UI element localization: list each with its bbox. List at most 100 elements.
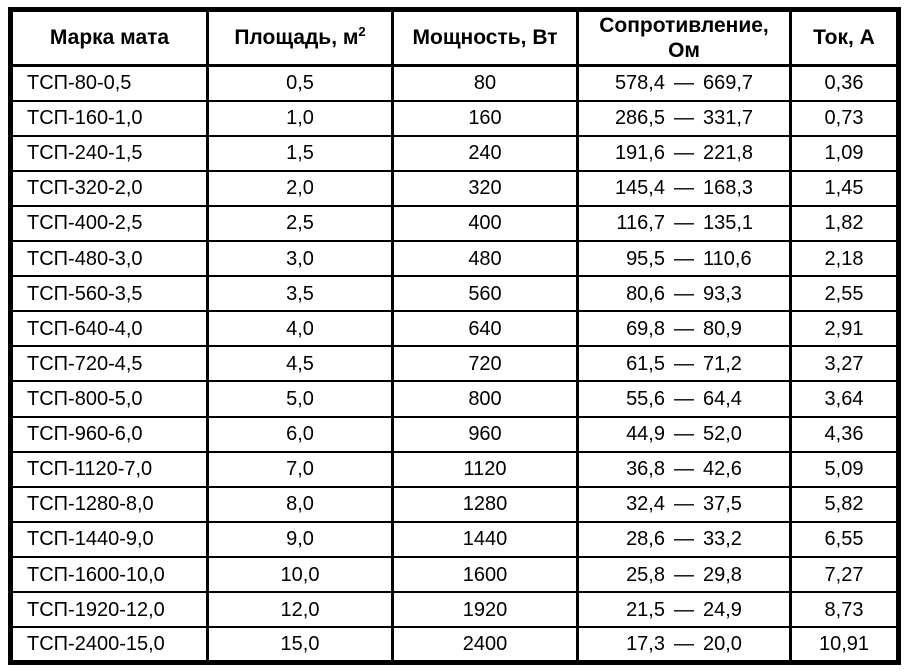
resistance-cell: 21,5 — 24,9 (576, 591, 792, 629)
resistance-max: 168,3 (703, 177, 754, 200)
resistance-cell: 36,8 — 42,6 (576, 450, 792, 488)
range-dash: — (674, 528, 694, 551)
area-cell: 1,0 (206, 99, 394, 137)
power-cell: 400 (391, 204, 579, 243)
area-unit-superscript: 2 (358, 24, 366, 40)
resistance-cell: 116,7 — 135,1 (576, 204, 792, 243)
resistance-min: 145,4 (614, 177, 665, 200)
resistance-min: 28,6 (626, 528, 665, 551)
mark-cell: ТСП-640-4,0 (9, 310, 209, 348)
resistance-range: 25,8 — 29,8 (607, 565, 761, 585)
resistance-max: 93,3 (703, 282, 742, 305)
table-row: ТСП-1920-12,0 12,0 1920 21,5 — 24,9 8,73 (9, 591, 900, 629)
resistance-range: 145,4 — 168,3 (607, 178, 761, 198)
range-dash: — (674, 72, 694, 95)
resistance-range: 32,4 — 37,5 (607, 494, 761, 514)
resistance-min: 286,5 (614, 107, 665, 130)
resistance-max: 20,0 (703, 633, 742, 656)
table-row: ТСП-480-3,0 3,0 480 95,5 — 110,6 2,18 (9, 240, 900, 278)
resistance-max: 221,8 (703, 142, 754, 165)
power-cell: 240 (391, 134, 579, 172)
resistance-min: 25,8 (626, 563, 665, 586)
mark-cell: ТСП-240-1,5 (9, 134, 209, 172)
area-cell: 5,0 (206, 380, 394, 418)
current-cell: 2,18 (789, 240, 900, 278)
header-current: Ток, А (789, 8, 900, 67)
range-dash: — (674, 212, 694, 235)
resistance-max: 33,2 (703, 528, 742, 551)
current-cell: 7,27 (789, 556, 900, 594)
table-row: ТСП-640-4,0 4,0 640 69,8 — 80,9 2,91 (9, 310, 900, 348)
resistance-max: 24,9 (703, 598, 742, 621)
power-cell: 160 (391, 99, 579, 137)
resistance-cell: 80,6 — 93,3 (576, 275, 792, 313)
resistance-max: 52,0 (703, 423, 742, 446)
mark-cell: ТСП-80-0,5 (9, 64, 209, 102)
range-dash: — (674, 458, 694, 481)
header-resistance: Сопротивление, Ом (576, 8, 792, 67)
area-cell: 12,0 (206, 591, 394, 629)
header-row: Марка мата Площадь, м2 Мощность, Вт Сопр… (9, 8, 900, 67)
resistance-max: 64,4 (703, 388, 742, 411)
resistance-range: 95,5 — 110,6 (607, 249, 761, 269)
current-cell: 1,09 (789, 134, 900, 172)
power-cell: 1280 (391, 485, 579, 523)
current-cell: 1,45 (789, 169, 900, 207)
resistance-cell: 17,3 — 20,0 (576, 626, 792, 664)
current-cell: 1,82 (789, 204, 900, 243)
range-dash: — (674, 142, 694, 165)
area-cell: 1,5 (206, 134, 394, 172)
mark-cell: ТСП-960-6,0 (9, 415, 209, 453)
resistance-range: 578,4 — 669,7 (607, 73, 761, 93)
resistance-range: 191,6 — 221,8 (607, 143, 761, 163)
resistance-max: 669,7 (703, 72, 754, 95)
area-cell: 4,0 (206, 310, 394, 348)
area-cell: 6,0 (206, 415, 394, 453)
mark-cell: ТСП-720-4,5 (9, 345, 209, 383)
header-current-label: Ток, А (813, 26, 875, 50)
range-dash: — (674, 493, 694, 516)
resistance-cell: 44,9 — 52,0 (576, 415, 792, 453)
range-dash: — (674, 563, 694, 586)
power-cell: 1440 (391, 520, 579, 559)
table-row: ТСП-560-3,5 3,5 560 80,6 — 93,3 2,55 (9, 275, 900, 313)
resistance-cell: 55,6 — 64,4 (576, 380, 792, 418)
header-power-label: Мощность, Вт (412, 26, 558, 50)
mark-cell: ТСП-560-3,5 (9, 275, 209, 313)
resistance-cell: 286,5 — 331,7 (576, 99, 792, 137)
table-row: ТСП-1280-8,0 8,0 1280 32,4 — 37,5 5,82 (9, 485, 900, 523)
resistance-cell: 25,8 — 29,8 (576, 556, 792, 594)
table-row: ТСП-400-2,5 2,5 400 116,7 — 135,1 1,82 (9, 204, 900, 243)
resistance-max: 110,6 (703, 247, 752, 270)
mark-cell: ТСП-400-2,5 (9, 204, 209, 243)
area-cell: 7,0 (206, 450, 394, 488)
power-cell: 80 (391, 64, 579, 102)
resistance-min: 69,8 (626, 317, 665, 340)
resistance-min: 578,4 (614, 72, 665, 95)
table-row: ТСП-1120-7,0 7,0 1120 36,8 — 42,6 5,09 (9, 450, 900, 488)
mark-cell: ТСП-2400-15,0 (9, 626, 209, 664)
table-row: ТСП-80-0,5 0,5 80 578,4 — 669,7 0,36 (9, 64, 900, 102)
table-row: ТСП-720-4,5 4,5 720 61,5 — 71,2 3,27 (9, 345, 900, 383)
table-row: ТСП-800-5,0 5,0 800 55,6 — 64,4 3,64 (9, 380, 900, 418)
table-row: ТСП-160-1,0 1,0 160 286,5 — 331,7 0,73 (9, 99, 900, 137)
area-cell: 2,5 (206, 204, 394, 243)
power-cell: 560 (391, 275, 579, 313)
table-row: ТСП-960-6,0 6,0 960 44,9 — 52,0 4,36 (9, 415, 900, 453)
resistance-min: 55,6 (626, 388, 665, 411)
resistance-cell: 32,4 — 37,5 (576, 485, 792, 523)
resistance-cell: 145,4 — 168,3 (576, 169, 792, 207)
power-cell: 320 (391, 169, 579, 207)
resistance-min: 17,3 (626, 633, 665, 656)
resistance-max: 29,8 (703, 563, 742, 586)
mark-cell: ТСП-320-2,0 (9, 169, 209, 207)
current-cell: 0,36 (789, 64, 900, 102)
resistance-max: 135,1 (703, 212, 754, 235)
mark-cell: ТСП-480-3,0 (9, 240, 209, 278)
resistance-min: 61,5 (626, 352, 665, 375)
table-row: ТСП-320-2,0 2,0 320 145,4 — 168,3 1,45 (9, 169, 900, 207)
mark-cell: ТСП-160-1,0 (9, 99, 209, 137)
power-cell: 800 (391, 380, 579, 418)
resistance-min: 95,5 (626, 247, 665, 270)
